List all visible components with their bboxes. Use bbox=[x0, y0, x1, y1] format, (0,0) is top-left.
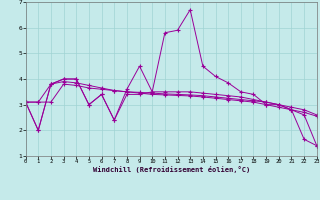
X-axis label: Windchill (Refroidissement éolien,°C): Windchill (Refroidissement éolien,°C) bbox=[92, 166, 250, 173]
